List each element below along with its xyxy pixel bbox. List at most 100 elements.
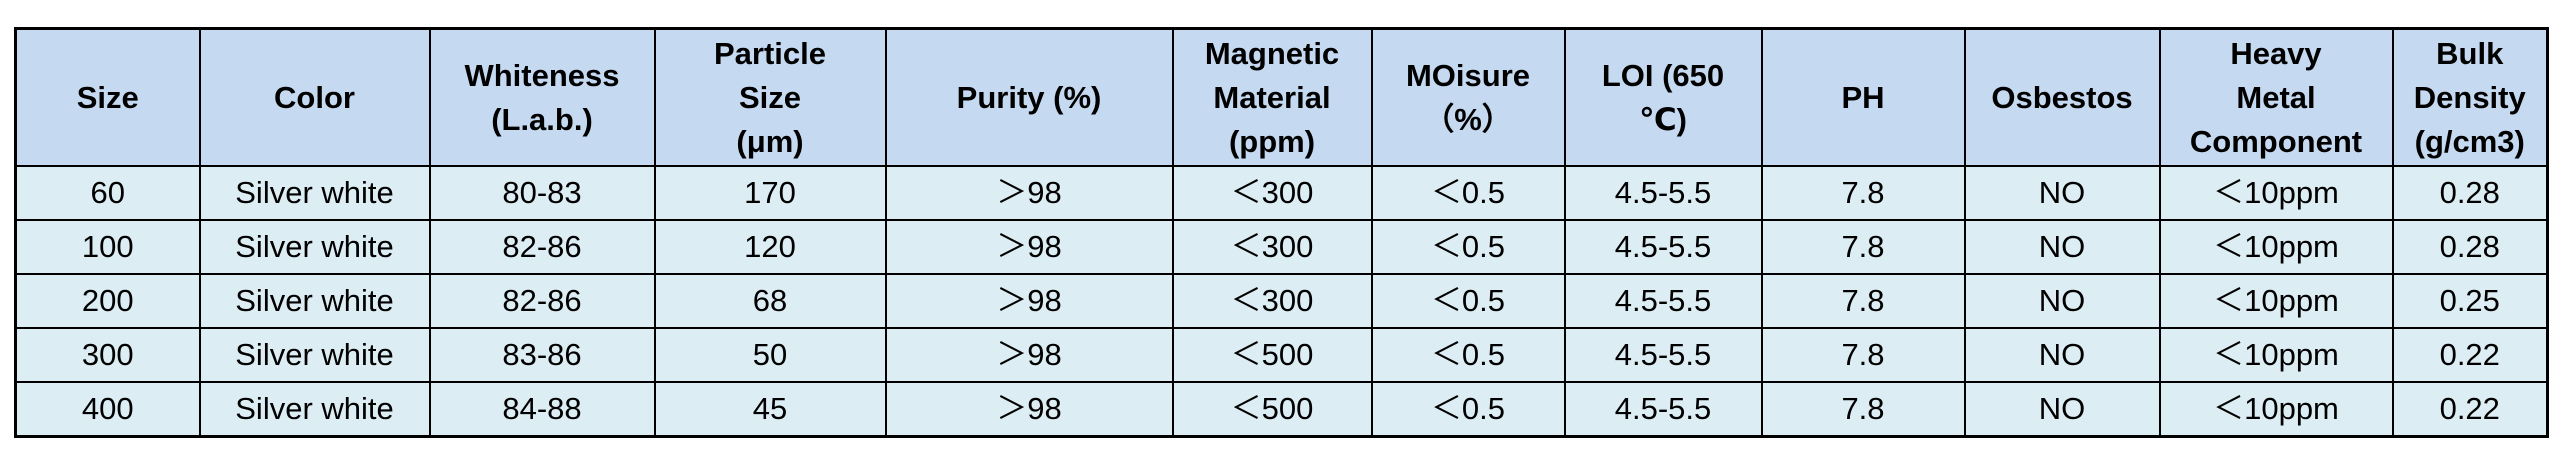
- header-osbestos: Osbestos: [1963, 27, 2161, 167]
- cell-color: Silver white: [198, 273, 431, 329]
- header-line: LOI (650: [1601, 57, 1725, 93]
- header-size: Size: [14, 27, 201, 167]
- cell-magnetic-material: ＜300: [1171, 165, 1373, 221]
- spec-table-container: Size Color Whiteness (L.a.b.) Particle S…: [14, 27, 2549, 438]
- cell-purity: ＞98: [884, 273, 1174, 329]
- cell-loi: 4.5-5.5: [1563, 273, 1763, 329]
- product-spec-table: Size Color Whiteness (L.a.b.) Particle S…: [14, 27, 2549, 438]
- table-row: 200 Silver white 82-86 68 ＞98 ＜300 ＜0.5 …: [14, 273, 2549, 329]
- cell-bulk-density: 0.28: [2391, 165, 2549, 221]
- cell-moisture: ＜0.5: [1370, 273, 1566, 329]
- cell-color: Silver white: [198, 327, 431, 383]
- cell-moisture: ＜0.5: [1370, 327, 1566, 383]
- cell-heavy-metal: ＜10ppm: [2158, 219, 2394, 275]
- cell-size: 300: [14, 327, 201, 383]
- cell-purity: ＞98: [884, 165, 1174, 221]
- cell-magnetic-material: ＜300: [1171, 273, 1373, 329]
- header-magnetic-material: Magnetic Material (ppm): [1171, 27, 1373, 167]
- cell-purity: ＞98: [884, 219, 1174, 275]
- cell-ph: 7.8: [1760, 219, 1966, 275]
- header-line: Size: [738, 79, 802, 115]
- header-line: （%）: [1423, 101, 1513, 137]
- header-line: PH: [1841, 79, 1885, 115]
- cell-particle-size: 68: [653, 273, 887, 329]
- cell-magnetic-material: ＜300: [1171, 219, 1373, 275]
- cell-moisture: ＜0.5: [1370, 219, 1566, 275]
- cell-color: Silver white: [198, 219, 431, 275]
- header-line: Particle: [713, 35, 826, 71]
- header-bulk-density: Bulk Density (g/cm3): [2391, 27, 2549, 167]
- header-line: MOisure: [1405, 57, 1531, 93]
- header-line: Metal: [2236, 79, 2316, 115]
- cell-whiteness: 84-88: [428, 381, 656, 438]
- header-line: Magnetic: [1204, 35, 1340, 71]
- cell-loi: 4.5-5.5: [1563, 165, 1763, 221]
- header-line: Density: [2413, 79, 2526, 115]
- header-loi: LOI (650 ℃): [1563, 27, 1763, 167]
- table-row: 300 Silver white 83-86 50 ＞98 ＜500 ＜0.5 …: [14, 327, 2549, 383]
- cell-size: 100: [14, 219, 201, 275]
- cell-moisture: ＜0.5: [1370, 381, 1566, 438]
- header-heavy-metal: Heavy Metal Component: [2158, 27, 2394, 167]
- header-line: (g/cm3): [2414, 123, 2525, 159]
- cell-loi: 4.5-5.5: [1563, 327, 1763, 383]
- cell-osbestos: NO: [1963, 381, 2161, 438]
- cell-whiteness: 83-86: [428, 327, 656, 383]
- header-line: Size: [76, 79, 139, 115]
- header-purity: Purity (%): [884, 27, 1174, 167]
- header-line: Purity (%): [956, 79, 1102, 115]
- cell-heavy-metal: ＜10ppm: [2158, 165, 2394, 221]
- cell-osbestos: NO: [1963, 327, 2161, 383]
- cell-purity: ＞98: [884, 327, 1174, 383]
- header-line: Osbestos: [1991, 79, 2133, 115]
- cell-ph: 7.8: [1760, 273, 1966, 329]
- cell-magnetic-material: ＜500: [1171, 327, 1373, 383]
- header-particle-size: Particle Size (μm): [653, 27, 887, 167]
- cell-loi: 4.5-5.5: [1563, 219, 1763, 275]
- cell-color: Silver white: [198, 381, 431, 438]
- cell-ph: 7.8: [1760, 327, 1966, 383]
- cell-bulk-density: 0.28: [2391, 219, 2549, 275]
- header-line: Component: [2189, 123, 2363, 159]
- cell-size: 400: [14, 381, 201, 438]
- header-line: (μm): [736, 123, 804, 159]
- header-line: ℃): [1639, 101, 1687, 137]
- cell-heavy-metal: ＜10ppm: [2158, 381, 2394, 438]
- cell-moisture: ＜0.5: [1370, 165, 1566, 221]
- header-line: Material: [1213, 79, 1331, 115]
- cell-particle-size: 170: [653, 165, 887, 221]
- header-line: Heavy: [2230, 35, 2322, 71]
- cell-magnetic-material: ＜500: [1171, 381, 1373, 438]
- header-row: Size Color Whiteness (L.a.b.) Particle S…: [14, 27, 2549, 167]
- cell-osbestos: NO: [1963, 219, 2161, 275]
- table-row: 100 Silver white 82-86 120 ＞98 ＜300 ＜0.5…: [14, 219, 2549, 275]
- cell-bulk-density: 0.22: [2391, 327, 2549, 383]
- header-line: (ppm): [1228, 123, 1316, 159]
- cell-whiteness: 82-86: [428, 219, 656, 275]
- cell-whiteness: 80-83: [428, 165, 656, 221]
- cell-size: 60: [14, 165, 201, 221]
- cell-particle-size: 120: [653, 219, 887, 275]
- header-line: Whiteness: [464, 57, 620, 93]
- cell-loi: 4.5-5.5: [1563, 381, 1763, 438]
- header-line: Color: [274, 79, 355, 115]
- cell-color: Silver white: [198, 165, 431, 221]
- cell-whiteness: 82-86: [428, 273, 656, 329]
- header-moisture: MOisure （%）: [1370, 27, 1566, 167]
- cell-bulk-density: 0.22: [2391, 381, 2549, 438]
- cell-osbestos: NO: [1963, 273, 2161, 329]
- header-whiteness: Whiteness (L.a.b.): [428, 27, 656, 167]
- header-line: (L.a.b.): [491, 101, 593, 137]
- table-row: 60 Silver white 80-83 170 ＞98 ＜300 ＜0.5 …: [14, 165, 2549, 221]
- cell-purity: ＞98: [884, 381, 1174, 438]
- cell-ph: 7.8: [1760, 381, 1966, 438]
- header-line: Bulk: [2436, 35, 2504, 71]
- header-color: Color: [198, 27, 431, 167]
- cell-heavy-metal: ＜10ppm: [2158, 327, 2394, 383]
- header-ph: PH: [1760, 27, 1966, 167]
- cell-particle-size: 50: [653, 327, 887, 383]
- cell-ph: 7.8: [1760, 165, 1966, 221]
- cell-bulk-density: 0.25: [2391, 273, 2549, 329]
- cell-size: 200: [14, 273, 201, 329]
- cell-particle-size: 45: [653, 381, 887, 438]
